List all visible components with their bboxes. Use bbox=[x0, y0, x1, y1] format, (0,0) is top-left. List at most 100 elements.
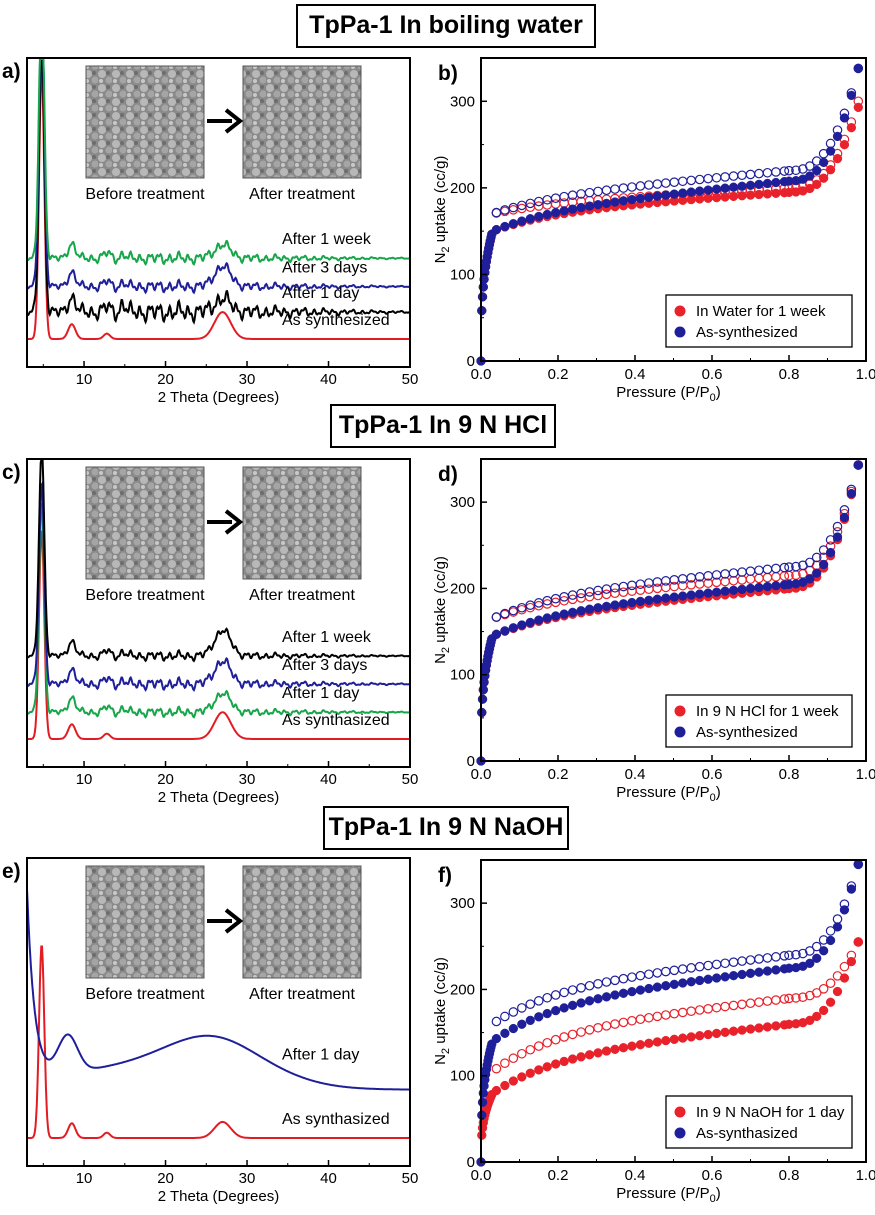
adsorption-point bbox=[542, 1008, 552, 1019]
legend-marker bbox=[674, 1106, 686, 1118]
curve-label: After 1 week bbox=[282, 629, 372, 646]
desorption-point bbox=[791, 949, 801, 960]
desorption-point bbox=[559, 987, 569, 998]
isotherm-panel-b: b) 0.0 0.2 0.4 0.6 0.8 1.0 0 100 200 300 Pressure (… bbox=[432, 57, 875, 404]
desorption-point bbox=[825, 926, 836, 936]
y-tick-label: 300 bbox=[450, 895, 475, 912]
adsorption-point bbox=[567, 1054, 578, 1064]
desorption-point bbox=[832, 521, 843, 532]
desorption-point bbox=[818, 984, 829, 994]
adsorption-point bbox=[762, 178, 773, 189]
desorption-point bbox=[627, 580, 637, 591]
desorption-point bbox=[559, 1032, 569, 1042]
adsorption-point bbox=[584, 996, 595, 1006]
adsorption-point bbox=[695, 1031, 705, 1041]
adsorption-point bbox=[618, 196, 629, 206]
adsorption-point bbox=[703, 193, 713, 203]
x-axis-label: Pressure (P/P0) bbox=[616, 1185, 721, 1205]
adsorption-point bbox=[635, 193, 646, 204]
adsorption-point bbox=[853, 859, 863, 869]
y-tick-label: 200 bbox=[450, 180, 475, 197]
adsorption-point bbox=[551, 1059, 561, 1069]
desorption-point bbox=[728, 171, 739, 181]
desorption-point bbox=[593, 1022, 603, 1033]
legend-marker bbox=[674, 1127, 686, 1139]
desorption-point bbox=[703, 173, 713, 184]
plot-frame bbox=[26, 857, 411, 1167]
adsorption-point bbox=[771, 965, 781, 975]
adsorption-point bbox=[737, 181, 747, 191]
adsorption-point bbox=[661, 981, 671, 991]
x-axis-label: 2 Theta (Degrees) bbox=[158, 389, 279, 406]
adsorption-point bbox=[644, 1038, 654, 1048]
adsorption-point bbox=[669, 189, 679, 199]
desorption-point bbox=[627, 182, 637, 192]
desorption-point bbox=[832, 914, 843, 924]
adsorption-point bbox=[839, 512, 850, 523]
adsorption-point bbox=[567, 607, 578, 617]
desorption-point bbox=[652, 577, 663, 587]
curve-label: As synthasized bbox=[282, 712, 390, 729]
desorption-point bbox=[784, 993, 794, 1004]
desorption-point bbox=[737, 170, 747, 181]
adsorption-point bbox=[491, 224, 502, 235]
adsorption-point bbox=[728, 970, 739, 981]
desorption-point bbox=[618, 1017, 629, 1028]
adsorption-point bbox=[644, 983, 654, 994]
xrd-line-0 bbox=[27, 71, 410, 340]
desorption-point bbox=[779, 166, 790, 176]
section-title-water: TpPa-1 In boiling water bbox=[296, 4, 596, 48]
adsorption-point bbox=[686, 187, 696, 197]
adsorption-point bbox=[839, 973, 850, 983]
adsorption-point bbox=[517, 216, 527, 226]
adsorption-point bbox=[846, 884, 857, 894]
adsorption-point bbox=[525, 617, 535, 628]
x-tick-label: 1.0 bbox=[856, 366, 875, 383]
desorption-point bbox=[771, 995, 781, 1005]
adsorption-point bbox=[686, 977, 696, 987]
sem-before-caption: Before treatment bbox=[85, 186, 205, 203]
adsorption-point bbox=[695, 589, 705, 599]
legend-box bbox=[665, 694, 853, 748]
desorption-point bbox=[542, 992, 553, 1003]
adsorption-point bbox=[720, 1027, 730, 1037]
y-tick-label: 200 bbox=[450, 981, 475, 998]
adsorption-point bbox=[720, 192, 730, 202]
adsorption-point bbox=[534, 615, 544, 625]
x-tick-label: 20 bbox=[157, 371, 174, 388]
arrow-icon bbox=[224, 108, 244, 134]
adsorption-point bbox=[720, 586, 730, 596]
y-tick-label: 300 bbox=[450, 494, 475, 511]
adsorption-point bbox=[805, 1015, 815, 1026]
desorption-point bbox=[584, 980, 595, 991]
adsorption-point bbox=[825, 547, 836, 558]
x-tick-label: 1.0 bbox=[856, 1167, 875, 1184]
sem-before-image bbox=[85, 865, 205, 979]
isotherm-panel-d: d) 0.0 0.2 0.4 0.6 0.8 1.0 0 100 200 300 Pressure (… bbox=[432, 458, 875, 804]
desorption-point bbox=[491, 1016, 502, 1027]
xrd-line-1 bbox=[26, 58, 411, 325]
adsorption-point bbox=[669, 979, 679, 990]
adsorption-point bbox=[517, 620, 527, 630]
y-axis-label: N2 uptake (cc/g) bbox=[432, 957, 452, 1065]
desorption-point bbox=[550, 193, 561, 203]
legend-label: As-synthasized bbox=[696, 1125, 798, 1142]
x-tick-label: 20 bbox=[157, 771, 174, 788]
desorption-point bbox=[798, 992, 808, 1003]
adsorption-point bbox=[711, 973, 722, 983]
legend-label: In 9 N NaOH for 1 day bbox=[696, 1104, 845, 1121]
curve-label: After 1 day bbox=[282, 1047, 359, 1064]
adsorption-point bbox=[652, 191, 662, 201]
x-tick-label: 0.8 bbox=[779, 1167, 800, 1184]
adsorption-point bbox=[771, 177, 781, 188]
x-tick-label: 50 bbox=[402, 371, 419, 388]
x-tick-label: 0.6 bbox=[702, 1167, 723, 1184]
adsorption-point bbox=[534, 211, 544, 222]
adsorption-point bbox=[754, 967, 764, 977]
desorption-point bbox=[517, 602, 527, 613]
desorption-point bbox=[644, 1012, 654, 1023]
desorption-point bbox=[669, 1008, 680, 1019]
legend-box bbox=[665, 294, 853, 348]
desorption-point bbox=[737, 575, 747, 585]
xrd-line-1 bbox=[26, 501, 410, 719]
